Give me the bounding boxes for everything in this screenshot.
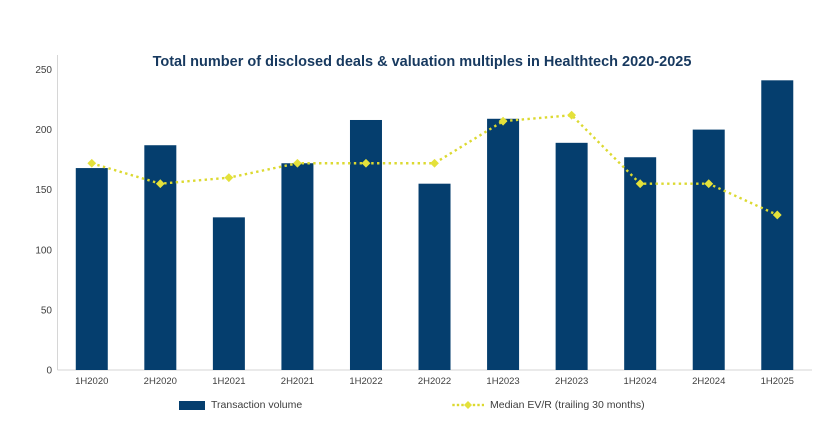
bar [692, 129, 725, 370]
line-marker [293, 158, 302, 168]
line-marker [635, 179, 645, 189]
line-marker [430, 158, 439, 168]
x-tick-label: 1H2022 [349, 376, 382, 387]
legend-bar-swatch-icon [179, 400, 205, 410]
x-tick-label: 1H2021 [212, 376, 245, 387]
x-tick-label: 1H2020 [75, 376, 108, 387]
line-marker [361, 158, 371, 168]
legend-label: Median EV/R (trailing 30 months) [490, 399, 645, 411]
line-marker [224, 173, 234, 183]
bar [418, 183, 451, 370]
x-tick-label: 2H2022 [418, 376, 451, 387]
x-tick-label: 1H2023 [486, 376, 519, 387]
bar [75, 168, 108, 370]
y-tick-label: 100 [35, 245, 52, 256]
y-tick-label: 50 [41, 305, 53, 316]
bar [761, 80, 794, 371]
line-marker [567, 110, 577, 120]
line-marker [772, 210, 782, 220]
y-tick-label: 200 [35, 125, 52, 136]
bar [349, 119, 382, 370]
y-tick-label: 0 [46, 366, 52, 377]
x-tick-label: 1H2025 [761, 376, 794, 387]
x-tick-label: 2H2021 [281, 376, 314, 387]
line-marker [498, 116, 508, 126]
bar [281, 163, 314, 370]
y-tick-label: 150 [35, 185, 52, 196]
x-tick-label: 2H2023 [555, 376, 588, 387]
line-marker [155, 179, 165, 189]
chart-title: Total number of disclosed deals & valuat… [152, 54, 692, 70]
x-tick-label: 2H2024 [692, 376, 725, 387]
bar [144, 145, 177, 370]
legend-item-median-evr: Median EV/R (trailing 30 months) [452, 397, 645, 413]
bar [624, 157, 657, 370]
x-tick-label: 2H2020 [144, 376, 177, 387]
y-tick-label: 250 [35, 65, 52, 76]
x-tick-label: 1H2024 [624, 376, 657, 387]
legend: Transaction volume Median EV/R (trailing… [0, 397, 840, 413]
legend-dotted-line-swatch-icon [452, 401, 484, 409]
line-marker [87, 158, 97, 168]
line-marker [704, 179, 714, 189]
legend-label: Transaction volume [211, 399, 303, 411]
bar [212, 217, 245, 370]
legend-item-transaction-volume: Transaction volume [179, 397, 302, 413]
bar [555, 142, 588, 370]
median-evr-line [91, 113, 778, 217]
bar [487, 118, 520, 370]
